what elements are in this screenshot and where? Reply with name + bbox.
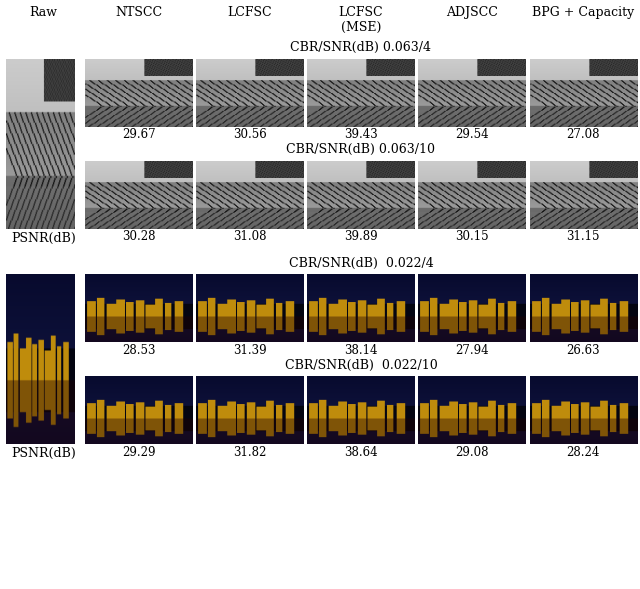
Text: 28.24: 28.24	[566, 446, 600, 459]
Text: 39.89: 39.89	[344, 230, 378, 243]
Text: 39.43: 39.43	[344, 128, 378, 141]
Text: 30.56: 30.56	[233, 128, 267, 141]
Text: ADJSCC: ADJSCC	[446, 6, 498, 19]
Text: 29.29: 29.29	[122, 446, 156, 459]
Text: NTSCC: NTSCC	[115, 6, 163, 19]
Text: 27.94: 27.94	[455, 344, 489, 357]
Text: 31.08: 31.08	[233, 230, 267, 243]
Text: CBR/SNR(dB) 0.063/10: CBR/SNR(dB) 0.063/10	[287, 143, 435, 156]
Text: PSNR(dB): PSNR(dB)	[11, 231, 76, 244]
Text: CBR/SNR(dB)  0.022/10: CBR/SNR(dB) 0.022/10	[285, 359, 437, 372]
Text: 26.63: 26.63	[566, 344, 600, 357]
Text: CBR/SNR(dB)  0.022/4: CBR/SNR(dB) 0.022/4	[289, 257, 433, 270]
Text: 38.64: 38.64	[344, 446, 378, 459]
Text: 27.08: 27.08	[566, 128, 600, 141]
Text: CBR/SNR(dB) 0.063/4: CBR/SNR(dB) 0.063/4	[291, 41, 431, 54]
Text: LCFSC
(MSE): LCFSC (MSE)	[339, 6, 383, 34]
Text: 29.67: 29.67	[122, 128, 156, 141]
Text: Raw: Raw	[29, 6, 57, 19]
Text: 38.14: 38.14	[344, 344, 378, 357]
Text: 28.53: 28.53	[122, 344, 156, 357]
Text: 30.15: 30.15	[455, 230, 489, 243]
Text: LCFSC: LCFSC	[228, 6, 272, 19]
Text: PSNR(dB): PSNR(dB)	[11, 447, 76, 460]
Text: 31.39: 31.39	[233, 344, 267, 357]
Text: 31.82: 31.82	[233, 446, 266, 459]
Text: 31.15: 31.15	[566, 230, 600, 243]
Text: 29.54: 29.54	[455, 128, 489, 141]
Text: 29.08: 29.08	[455, 446, 489, 459]
Text: BPG + Capacity: BPG + Capacity	[532, 6, 634, 19]
Text: 30.28: 30.28	[122, 230, 156, 243]
